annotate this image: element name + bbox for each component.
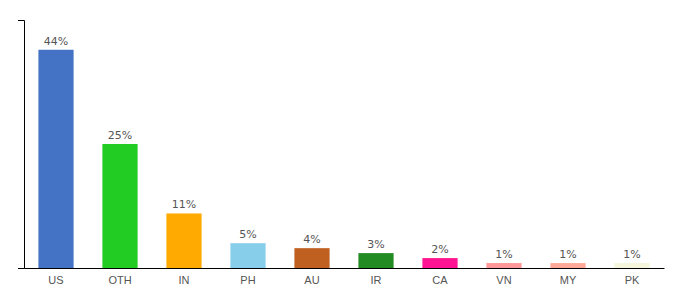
bar — [550, 263, 585, 268]
x-tick: MY — [560, 268, 577, 286]
x-tick-label: CA — [432, 274, 448, 286]
data-label: 25% — [108, 129, 132, 142]
x-tick: PK — [625, 268, 640, 286]
x-tick-label: PK — [625, 274, 640, 286]
x-tick-label: IR — [371, 274, 382, 286]
bar — [422, 258, 457, 268]
plot-area: US OTH IN PH AU IR CA VN MY PK 44% 25% 11% 5% 4% 3% 2% 1%… — [18, 21, 665, 286]
bar — [358, 253, 393, 268]
x-tick: US — [48, 268, 63, 286]
x-tick-label: US — [48, 274, 63, 286]
data-label: 1% — [559, 248, 576, 261]
x-tick: PH — [240, 268, 255, 286]
data-label: 44% — [44, 35, 68, 48]
x-tick: IN — [179, 268, 190, 286]
x-tick-label: IN — [179, 274, 190, 286]
data-label: 1% — [495, 248, 512, 261]
x-tick: AU — [304, 268, 319, 286]
data-label: 4% — [303, 233, 320, 246]
data-label: 2% — [431, 243, 448, 256]
data-labels: 44% 25% 11% 5% 4% 3% 2% 1% 1% 1% — [44, 35, 641, 261]
data-label: 1% — [623, 248, 640, 261]
data-label: 3% — [367, 238, 384, 251]
data-label: 5% — [239, 228, 256, 241]
y-axis — [18, 21, 25, 269]
bar — [166, 213, 201, 268]
chart-svg: US OTH IN PH AU IR CA VN MY PK 44% 25% 11% 5% 4% 3% 2% 1%… — [0, 0, 680, 300]
y-axis-line — [18, 21, 25, 269]
x-tick: OTH — [108, 268, 131, 286]
bars — [38, 50, 649, 268]
x-tick-label: OTH — [108, 274, 131, 286]
bar — [486, 263, 521, 268]
x-tick-label: VN — [496, 274, 511, 286]
bar — [294, 248, 329, 268]
bar — [102, 144, 137, 268]
bar — [230, 243, 265, 268]
x-axis-line — [25, 268, 665, 269]
chart-container: US OTH IN PH AU IR CA VN MY PK 44% 25% 11% 5% 4% 3% 2% 1%… — [0, 0, 680, 300]
x-tick-label: AU — [304, 274, 319, 286]
x-tick: IR — [371, 268, 382, 286]
x-tick: CA — [432, 268, 448, 286]
bar — [38, 50, 73, 268]
x-axis: US OTH IN PH AU IR CA VN MY PK — [25, 268, 665, 286]
x-tick-label: PH — [240, 274, 255, 286]
bar — [614, 263, 649, 268]
data-label: 11% — [172, 198, 196, 211]
x-tick: VN — [496, 268, 511, 286]
x-tick-label: MY — [560, 274, 577, 286]
